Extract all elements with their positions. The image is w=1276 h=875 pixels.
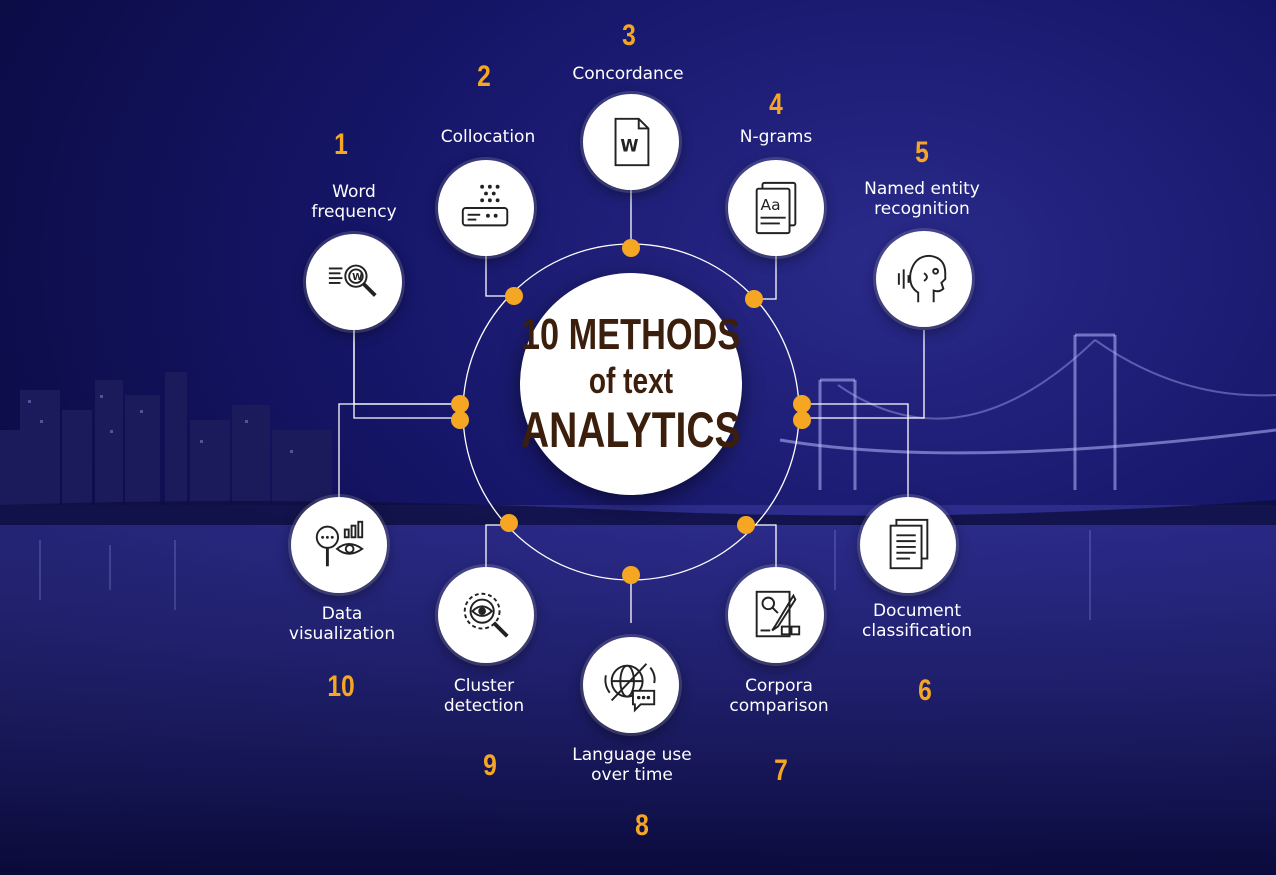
method-8-node [583,637,679,733]
method-10-label: Data visualization [288,604,396,644]
method-1-node: W [306,234,402,330]
method-4-node: Aa [728,160,824,256]
method-9-number: 9 [483,749,497,782]
method-1-label: Word frequency [311,182,397,222]
method-2-label: Collocation [440,127,536,147]
method-7-number: 7 [774,754,788,787]
globe-chat-icon [604,663,656,713]
method-10-node [291,497,387,593]
method-7-node [728,567,824,663]
method-6-label: Document classification [862,601,972,641]
svg-text:W: W [352,272,363,283]
word-document-icon: W [614,117,650,167]
method-5-number: 5 [915,136,929,169]
method-5-node [876,231,972,327]
method-3-label: Concordance [572,64,684,84]
method-3-node: W [583,94,679,190]
collocation-icon [461,184,509,227]
method-4-number: 4 [769,88,783,121]
word-search-icon: W [328,264,377,297]
speaking-head-icon [897,254,947,303]
method-9-label: Cluster detection [443,676,525,716]
svg-text:Aa: Aa [761,196,781,214]
method-4-label: N-grams [739,127,813,147]
method-8-label: Language use over time [572,745,692,785]
title-line-3: ANALYTICS [521,402,741,458]
documents-icon [889,518,929,570]
cluster-eye-icon [463,592,509,638]
method-6-number: 6 [918,674,932,707]
svg-text:W: W [620,137,638,156]
method-1-number: 1 [334,128,348,161]
method-8-number: 8 [635,809,649,842]
method-9-node [438,567,534,663]
corpora-edit-icon [755,590,801,638]
method-7-label: Corpora comparison [729,676,829,716]
method-6-node [860,497,956,593]
method-10-number: 10 [327,670,355,703]
connector-dots [451,239,811,584]
method-2-number: 2 [477,60,491,93]
method-5-label: Named entity recognition [864,179,980,219]
data-visualization-icon [315,520,364,567]
title-line-2: of text [588,360,674,401]
method-2-node [438,160,534,256]
title-line-1: 10 METHODS [521,310,741,359]
center-title-circle: 10 METHODS of text ANALYTICS [520,273,742,495]
letter-cards-icon: Aa [755,181,797,235]
method-3-number: 3 [622,19,636,52]
